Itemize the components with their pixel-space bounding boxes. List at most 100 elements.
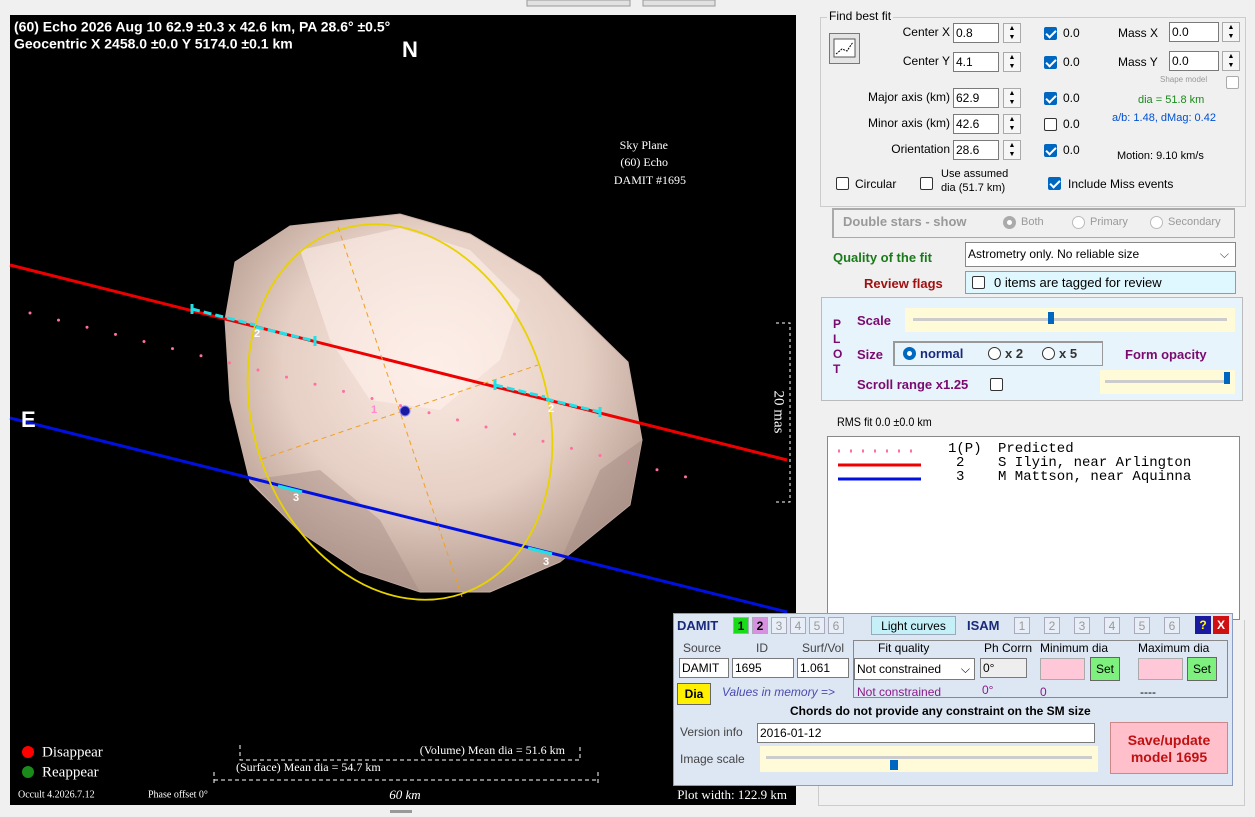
field-input[interactable]: 62.9 xyxy=(953,88,999,108)
model-box[interactable]: 5 xyxy=(809,617,825,634)
isam-box[interactable]: 6 xyxy=(1164,617,1180,634)
dropdown-arrow: ⌵ xyxy=(1219,247,1229,261)
field-input[interactable]: 42.6 xyxy=(953,114,999,134)
model-box[interactable]: 1 xyxy=(733,617,749,634)
close-button[interactable]: X xyxy=(1213,616,1229,634)
opacity-slider[interactable] xyxy=(1100,370,1235,394)
checkbox-label: Include Miss events xyxy=(1068,177,1174,191)
radio[interactable] xyxy=(988,347,1001,360)
field-input[interactable]: 4.1 xyxy=(953,52,999,72)
legend-label: Reappear xyxy=(42,764,99,780)
checkbox[interactable] xyxy=(1044,92,1057,105)
version-field[interactable]: 2016-01-12 xyxy=(757,723,1095,743)
isam-box[interactable]: 3 xyxy=(1074,617,1090,634)
track-dot xyxy=(370,397,374,400)
spinner[interactable]: ▲ ▼ xyxy=(1003,140,1021,160)
motion: Motion: 9.10 km/s xyxy=(1117,150,1204,162)
checkbox[interactable] xyxy=(1044,27,1057,40)
legend-dot xyxy=(22,746,34,758)
chord-name: S Ilyin, near Arlington xyxy=(998,455,1192,471)
north-label: N xyxy=(402,37,418,62)
track-dot xyxy=(199,354,203,358)
chord-rows: 1(P) Predicted 2 S Ilyin, near Arlington 3… xyxy=(948,442,1191,484)
slider-track xyxy=(766,756,1092,759)
spinner[interactable]: ▲ ▼ xyxy=(1003,88,1021,108)
letter: L xyxy=(833,332,841,346)
slider-thumb[interactable] xyxy=(890,760,898,770)
spinner[interactable]: ▲ ▼ xyxy=(1222,22,1240,42)
damit-message: Chords do not provide any constraint on … xyxy=(790,704,1091,718)
isam-box[interactable]: 5 xyxy=(1134,617,1150,634)
field-label: Center X xyxy=(902,25,950,39)
track-dot xyxy=(342,389,345,393)
mass-input[interactable]: 0.0 xyxy=(1169,22,1219,42)
set-button[interactable]: Set xyxy=(1187,657,1217,681)
model-box[interactable]: 4 xyxy=(790,617,806,634)
legend-label: Disappear xyxy=(42,744,103,760)
quality-select[interactable]: Astrometry only. No reliable size ⌵ xyxy=(965,242,1236,267)
radio[interactable] xyxy=(1072,216,1085,229)
radio[interactable] xyxy=(1150,216,1163,229)
ph-corrn-field[interactable]: 0° xyxy=(980,658,1027,678)
spinner[interactable]: ▲ ▼ xyxy=(1222,51,1240,71)
isam-box[interactable]: 4 xyxy=(1104,617,1120,634)
slider-thumb[interactable] xyxy=(1224,372,1230,384)
track-dot xyxy=(513,432,516,436)
save-line: Save/update xyxy=(1127,732,1211,748)
track-dot xyxy=(313,382,317,386)
radio[interactable] xyxy=(1003,216,1016,229)
checkbox[interactable] xyxy=(1044,144,1057,157)
isam-box[interactable]: 2 xyxy=(1044,617,1060,634)
double-stars-label: Double stars - show xyxy=(843,214,967,229)
set-button[interactable]: Set xyxy=(1090,657,1120,681)
fit-button[interactable] xyxy=(829,33,860,64)
dia-button[interactable]: Dia xyxy=(677,683,711,705)
radio-label: Primary xyxy=(1090,216,1128,228)
top-button[interactable] xyxy=(642,0,716,7)
spinner[interactable]: ▲ ▼ xyxy=(1003,114,1021,134)
double-stars-box xyxy=(832,208,1235,238)
save-button[interactable]: Save/update model 1695 xyxy=(1110,722,1228,774)
step-value: 0.0 xyxy=(1063,143,1080,157)
image-scale-slider[interactable] xyxy=(760,746,1098,772)
checkbox[interactable] xyxy=(1044,118,1057,131)
checkbox[interactable] xyxy=(920,177,933,190)
mass-label: Mass X xyxy=(1118,26,1159,40)
checkbox[interactable] xyxy=(990,378,1003,391)
track-dot xyxy=(28,311,32,315)
max-dia-field[interactable] xyxy=(1138,658,1183,680)
field-input[interactable]: 0.8 xyxy=(953,23,999,43)
track-dot xyxy=(285,375,288,379)
light-curves-button[interactable]: Light curves xyxy=(871,616,956,635)
radio-label: normal xyxy=(920,346,964,361)
dia-brackets xyxy=(213,745,599,786)
plot-title: (60) Echo 2026 Aug 10 62.9 ±0.3 x 42.6 k… xyxy=(14,19,390,35)
radio-label: Secondary xyxy=(1168,216,1221,228)
slider-thumb[interactable] xyxy=(1048,312,1054,324)
radio[interactable] xyxy=(1042,347,1055,360)
size-box xyxy=(893,341,1103,366)
shape-model-checkbox[interactable] xyxy=(1226,76,1239,89)
top-button[interactable] xyxy=(526,0,631,7)
model-box[interactable]: 2 xyxy=(752,617,768,634)
field-input[interactable]: 28.6 xyxy=(953,140,999,160)
model-box[interactable]: 6 xyxy=(828,617,844,634)
min-dia-field[interactable] xyxy=(1040,658,1085,680)
scale-slider[interactable] xyxy=(905,308,1235,332)
spinner[interactable]: ▲ ▼ xyxy=(1003,52,1021,72)
model-box[interactable]: 3 xyxy=(771,617,787,634)
mass-input[interactable]: 0.0 xyxy=(1169,51,1219,71)
isam-box[interactable]: 1 xyxy=(1014,617,1030,634)
checkbox[interactable] xyxy=(972,276,985,289)
checkbox[interactable] xyxy=(1048,177,1061,190)
legend-dot xyxy=(22,766,34,778)
help-button[interactable]: ? xyxy=(1195,616,1211,634)
checkbox[interactable] xyxy=(1044,56,1057,69)
checkbox[interactable] xyxy=(836,177,849,190)
letter: P xyxy=(833,317,842,331)
chord-name: Predicted xyxy=(998,441,1074,457)
track-dot xyxy=(256,368,260,372)
spinner[interactable]: ▲ ▼ xyxy=(1003,23,1021,43)
radio[interactable] xyxy=(903,347,916,360)
fit-quality-select[interactable]: Not constrained ⌵ xyxy=(854,658,975,680)
